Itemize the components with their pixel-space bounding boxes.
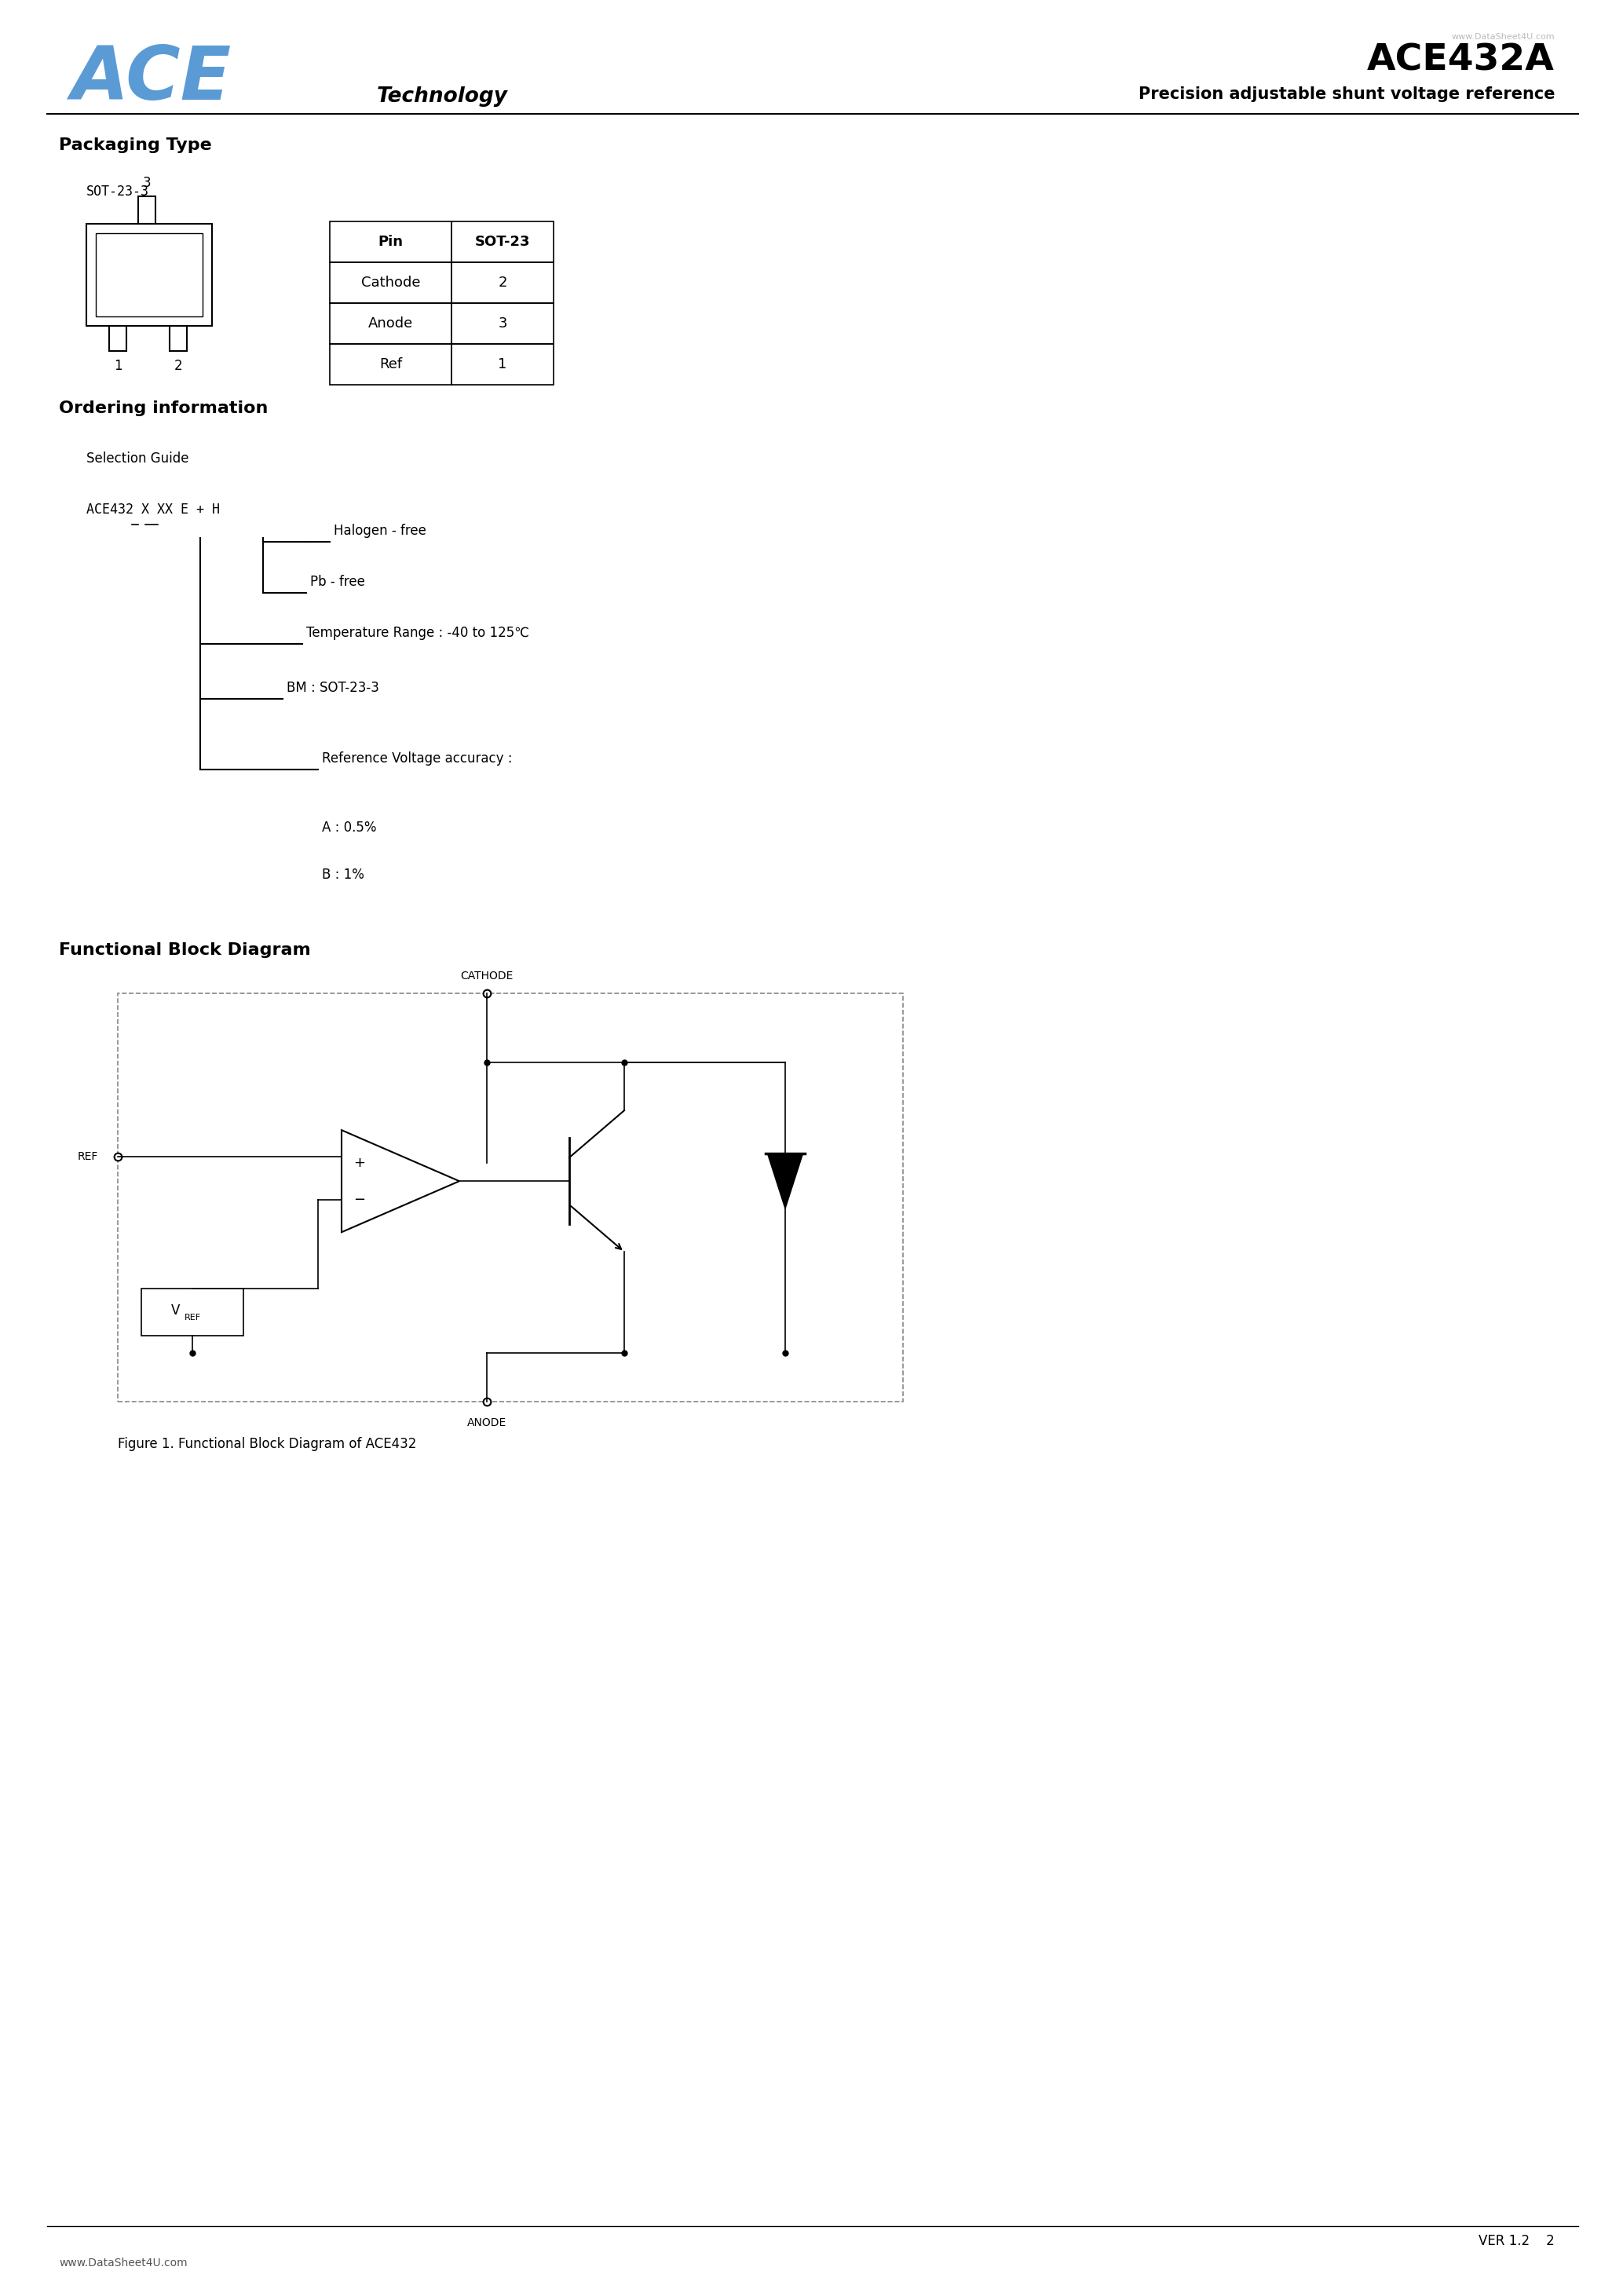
Bar	[451, 303, 553, 344]
Text: SOT-23: SOT-23	[476, 234, 531, 248]
Text: REF: REF	[183, 1313, 201, 1320]
Text: B : 1%: B : 1%	[321, 868, 364, 882]
Bar	[451, 220, 553, 262]
Text: Ordering information: Ordering information	[58, 400, 268, 416]
Text: Anode: Anode	[368, 317, 414, 331]
Text: Pb - free: Pb - free	[310, 574, 365, 588]
Text: Temperature Range : -40 to 125℃: Temperature Range : -40 to 125℃	[307, 627, 529, 641]
Text: www.DataSheet4U.com: www.DataSheet4U.com	[1451, 32, 1555, 41]
Text: Packaging Type: Packaging Type	[58, 138, 213, 154]
Text: SOT-23-3: SOT-23-3	[86, 184, 149, 200]
Bar	[329, 262, 451, 303]
Text: Functional Block Diagram: Functional Block Diagram	[58, 941, 310, 957]
Text: Selection Guide: Selection Guide	[86, 452, 188, 466]
Text: 2: 2	[174, 358, 182, 372]
Text: −: −	[354, 1192, 365, 1208]
Text: REF: REF	[78, 1150, 97, 1162]
Text: Halogen - free: Halogen - free	[334, 523, 427, 537]
Bar	[329, 344, 451, 386]
Bar	[86, 223, 213, 326]
Text: Precision adjustable shunt voltage reference: Precision adjustable shunt voltage refer…	[1138, 87, 1555, 101]
Bar	[169, 326, 187, 351]
Text: Ref: Ref	[380, 358, 403, 372]
Bar	[451, 262, 553, 303]
Text: ACE432 X XX E + H: ACE432 X XX E + H	[86, 503, 219, 517]
Polygon shape	[768, 1153, 803, 1208]
Text: A : 0.5%: A : 0.5%	[321, 820, 377, 836]
Text: VER 1.2    2: VER 1.2 2	[1479, 2234, 1555, 2248]
Text: BM : SOT-23-3: BM : SOT-23-3	[287, 682, 380, 696]
Bar	[138, 195, 156, 223]
Bar	[141, 1288, 243, 1336]
Bar	[109, 326, 127, 351]
Text: +: +	[354, 1155, 365, 1171]
Bar	[329, 303, 451, 344]
Bar	[451, 344, 553, 386]
Text: ACE432A: ACE432A	[1367, 44, 1555, 78]
Text: Reference Voltage accuracy :: Reference Voltage accuracy :	[321, 751, 513, 765]
Text: Pin: Pin	[378, 234, 403, 248]
Bar	[118, 994, 902, 1401]
Text: ACE: ACE	[71, 44, 230, 115]
Text: 1: 1	[498, 358, 506, 372]
Text: Figure 1. Functional Block Diagram of ACE432: Figure 1. Functional Block Diagram of AC…	[118, 1437, 417, 1451]
Text: CATHODE: CATHODE	[461, 971, 513, 980]
Text: 2: 2	[498, 276, 506, 289]
Text: Cathode: Cathode	[360, 276, 420, 289]
Text: Technology: Technology	[377, 87, 508, 108]
Text: V: V	[170, 1304, 180, 1318]
Text: 3: 3	[498, 317, 506, 331]
Text: 1: 1	[114, 358, 122, 372]
Text: 3: 3	[143, 177, 151, 191]
Text: ANODE: ANODE	[467, 1417, 506, 1428]
Bar	[329, 220, 451, 262]
Text: www.DataSheet4U.com: www.DataSheet4U.com	[58, 2257, 187, 2268]
Bar	[96, 234, 203, 317]
